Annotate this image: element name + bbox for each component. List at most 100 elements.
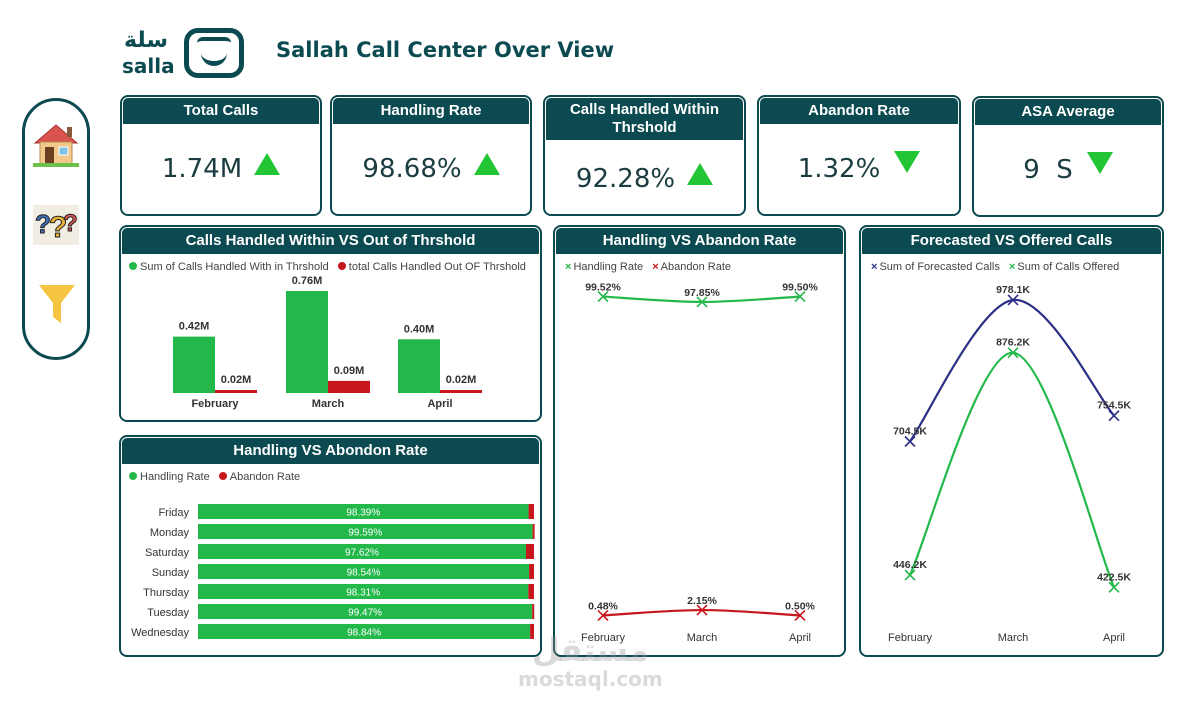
y-tick-label: Friday [158,507,189,519]
chart-legend: × Sum of Forecasted Calls × Sum of Calls O… [871,261,1125,273]
y-tick-label: Saturday [145,547,190,559]
point-marker [597,609,609,622]
kpi-value: 1.32% [797,154,881,184]
series-line [909,298,1115,443]
x-tick-label: March [998,632,1029,644]
bar-abandon-rate [529,564,534,579]
legend-x-icon: × [565,261,572,273]
panel-rate-line-chart: Handling VS Abandon Rate × Handling Rate … [553,225,846,657]
point-marker [1007,294,1019,306]
legend-item: Abandon Rate [660,261,731,273]
bar-handling-rate [198,504,529,519]
bar-abandon-rate [528,584,534,599]
legend-item: Handling Rate [140,471,210,483]
bar-out-threshold [440,390,482,393]
kpi-card-asa-average: ASA Average 9 S [972,96,1164,217]
legend-x-icon: × [871,261,878,273]
data-label: 0.40M [404,323,435,335]
trend-down-icon [894,151,921,173]
bar-handling-rate [198,544,527,559]
data-label: 446.2K [893,559,927,571]
data-label: 876.2K [996,337,1030,349]
logo-latin-text: salla [122,54,175,78]
legend-item: Sum of Calls Handled With in Thrshold [140,261,329,273]
y-tick-label: Wednesday [131,627,189,639]
kpi-card-abandon-rate: Abandon Rate 1.32% [757,95,961,216]
chart-title: Calls Handled Within VS Out of Thrshold [122,228,539,254]
data-label: 754.5K [1097,400,1131,412]
question-icon[interactable]: ? ? ? [31,199,81,249]
legend-item: total Calls Handled Out OF Thrshold [348,261,526,273]
trend-down-icon [1086,152,1113,174]
data-label: 97.62% [345,548,379,559]
data-label: 0.48% [588,600,618,612]
point-marker [696,296,708,308]
bar-handling-rate [198,584,529,599]
salla-logo: سلة salla [120,26,250,80]
bar-handling-rate [198,604,533,619]
data-label: 99.47% [348,608,382,619]
filter-icon[interactable] [31,279,81,329]
x-tick-label: March [312,398,345,410]
home-icon[interactable] [31,119,81,169]
bar-abandon-rate [526,544,534,559]
bar-abandon-rate [530,624,534,639]
data-label: 2.15% [687,595,717,607]
chart-legend: Handling Rate Abandon Rate [129,471,306,483]
data-label: 99.59% [348,528,382,539]
kpi-label: Abandon Rate [760,98,958,124]
data-label: 978.1K [996,284,1030,296]
y-tick-label: Sunday [152,567,190,579]
data-label: 0.09M [334,365,365,377]
data-label: 0.50% [785,600,815,612]
panel-weekday-chart: Handling VS Abondon Rate Handling Rate A… [119,435,542,657]
point-marker [794,291,806,303]
data-label: 0.02M [221,374,252,386]
point-marker [794,609,806,621]
watermark-latin: mostaql.com [518,667,663,691]
trend-up-icon [254,153,281,175]
kpi-card-within-threshold: Calls Handled Within Thrshold 92.28% [543,95,746,216]
shopping-bag-icon [184,28,244,78]
point-marker [597,290,609,303]
kpi-label: Total Calls [123,98,319,124]
panel-threshold-chart: Calls Handled Within VS Out of Thrshold … [119,225,542,422]
page-title: Sallah Call Center Over View [276,38,615,62]
svg-text:?: ? [63,210,78,237]
x-tick-label: February [888,632,933,644]
rate-line-chart: 99.52% 97.85% 99.50% 0.48% 2.15% 0.50% Februar… [581,282,818,644]
kpi-value: 92.28% [575,164,676,194]
bar-within-threshold [398,339,440,393]
point-marker [904,435,916,448]
y-tick-label: Monday [150,527,190,539]
weekday-bar-chart: Friday 98.39% Monday 99.59% Saturday 97.62% Su… [131,504,535,639]
kpi-value: 1.74M [161,154,243,184]
watermark: مستقل mostaql.com [518,632,663,690]
legend-dot [129,472,137,480]
kpi-label: ASA Average [975,99,1161,125]
chart-title: Handling VS Abondon Rate [122,438,539,464]
data-label: 98.84% [347,628,381,639]
legend-item: Abandon Rate [229,471,301,483]
data-label: 97.85% [684,287,720,299]
bar-out-threshold [215,390,257,393]
y-tick-label: Thursday [143,587,189,599]
threshold-bar-chart: 0.42M 0.02M February 0.76M 0.09M March 0.40M 0.… [173,275,482,410]
chart-legend: × Handling Rate × Abandon Rate [565,261,737,273]
bar-abandon-rate [528,504,534,519]
x-tick-label: March [687,632,718,644]
legend-dot [337,262,346,270]
legend-item: Sum of Forecasted Calls [879,261,1000,273]
x-tick-label: February [191,398,239,410]
data-label: 99.50% [782,282,818,294]
chart-title: Forecasted VS Offered Calls [862,228,1161,254]
kpi-value: 9 S [1023,155,1073,185]
legend-dot [129,262,137,270]
svg-text:?: ? [49,211,67,244]
point-marker [696,604,708,616]
bar-handling-rate [198,524,533,539]
y-tick-label: Tuesday [147,607,189,619]
trend-up-icon [473,153,500,175]
legend-x-icon: × [1008,261,1016,273]
x-tick-label: February [581,632,626,644]
